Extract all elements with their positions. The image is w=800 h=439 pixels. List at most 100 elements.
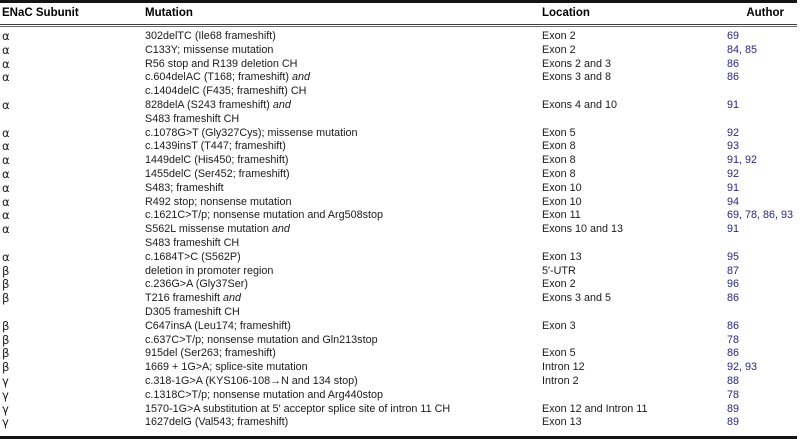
author-ref-cell: 95 <box>727 250 740 263</box>
table-row: α c.1621C>T/p; nonsense mutation and Arg5… <box>0 209 797 223</box>
mutation-cell: 1449delC (His450; frameshift) <box>145 154 542 168</box>
location-cell: Exon 5 <box>542 126 576 139</box>
table-row: α 302delTC (Ile68 frameshift) Exon 2 69 <box>0 29 797 44</box>
subunit-cell: β <box>2 277 10 292</box>
mutation-line: c.236G>A (Gly37Ser) <box>145 278 248 291</box>
table-row: γ 1570-1G>A substitution at 5′ acceptor s… <box>0 401 797 417</box>
location-cell: Exon 8 <box>542 167 576 180</box>
table-row: α 1449delC (His450; frameshift) Exon 8 91, … <box>0 153 797 168</box>
table-row: α c.1684T>C (S562P) Exon 13 95 <box>0 250 797 265</box>
subunit-cell: α <box>2 194 10 209</box>
location-cell: Exon 10 <box>542 181 582 194</box>
table-row: β 915del (Ser263; frameshift) Exon 5 86 <box>0 347 797 361</box>
mutation-line: 1627delG (Val543; frameshift) <box>145 416 289 429</box>
mutation-line: c.1078G>T (Gly327Cys); missense mutation <box>145 126 358 139</box>
table-row: α R492 stop; nonsense mutation Exon 10 94 <box>0 194 797 210</box>
location-cell: Exon 8 <box>542 154 576 167</box>
author-ref-cell: 94 <box>727 195 740 208</box>
mutation-cell: 1570-1G>A substitution at 5′ acceptor sp… <box>145 403 542 417</box>
subunit-cell: α <box>2 208 10 223</box>
location-cell: Exon 5 <box>542 347 576 360</box>
author-ref-cell: 84, 85 <box>727 43 758 56</box>
location-cell: Exon 12 and Intron 11 <box>542 402 648 415</box>
table-row: α S562L missense mutation and S483 framesh… <box>0 222 797 251</box>
mutation-line: c.637C>T/p; nonsense mutation and Gln213… <box>145 333 378 346</box>
subunit-cell: α <box>2 180 10 195</box>
mutation-line: R56 stop and R139 deletion CH <box>145 57 298 70</box>
location-cell: Exons 10 and 13 <box>542 223 624 236</box>
header-author: Author <box>746 7 784 19</box>
subunit-cell: γ <box>2 415 9 430</box>
author-ref-cell: 92, 93 <box>727 361 758 374</box>
location-cell: Exon 2 <box>542 30 576 42</box>
mutation-cell: T216 frameshift and D305 frameshift CH <box>145 292 542 320</box>
author-ref-cell: 93 <box>727 140 740 153</box>
subunit-cell: β <box>2 346 10 361</box>
subunit-cell: α <box>2 166 10 181</box>
mutation-line: 1669 + 1G>A; splice-site mutation <box>145 361 308 374</box>
mutation-line: c.1439insT (T447; frameshift) <box>145 140 286 153</box>
subunit-cell: α <box>2 97 10 112</box>
author-ref-cell: 91, 92 <box>727 154 758 167</box>
mutation-line: c.318-1G>A (KYS106-108→N and 134 stop) <box>145 374 358 387</box>
mutation-line: S483 frameshift CH <box>145 112 240 125</box>
subunit-cell: α <box>2 29 10 43</box>
author-ref-cell: 86 <box>727 347 740 360</box>
location-cell: Exons 3 and 5 <box>542 292 612 305</box>
mutation-cell: 1669 + 1G>A; splice-site mutation <box>145 361 542 375</box>
table-row: β 1669 + 1G>A; splice-site mutation Intron… <box>0 360 797 375</box>
table-row: γ c.318-1G>A (KYS106-108→N and 134 stop) I… <box>0 373 797 389</box>
subunit-cell: β <box>2 360 10 375</box>
mutation-cell: deletion in promoter region <box>145 265 542 279</box>
mutation-cell: 302delTC (Ile68 frameshift) <box>145 30 542 44</box>
mutation-cell: S562L missense mutation and S483 frameshi… <box>145 223 542 251</box>
mutation-cell: 1455delC (Ser452; frameshift) <box>145 168 542 182</box>
subunit-cell: γ <box>2 373 9 388</box>
mutation-line: 302delTC (Ile68 frameshift) <box>145 30 276 42</box>
mutation-line: c.1318C>T/p; nonsense mutation and Arg44… <box>145 388 383 401</box>
author-ref-cell: 96 <box>727 278 740 291</box>
mutation-cell: c.1439insT (T447; frameshift) <box>145 140 542 154</box>
subunit-cell: α <box>2 125 10 140</box>
table-row: α 1455delC (Ser452; frameshift) Exon 8 92 <box>0 166 797 182</box>
subunit-cell: β <box>2 291 10 306</box>
mutation-cell: R56 stop and R139 deletion CH <box>145 58 542 72</box>
mutation-line: 1455delC (Ser452; frameshift) <box>145 167 290 180</box>
author-ref-cell: 86 <box>727 57 740 70</box>
table-row: α S483; frameshift Exon 10 91 <box>0 180 797 196</box>
subunit-cell: γ <box>2 401 9 416</box>
mutation-cell: c.1078G>T (Gly327Cys); missense mutation <box>145 127 542 141</box>
table-row: β T216 frameshift and D305 frameshift CH Ex… <box>0 291 797 320</box>
table-row: α c.1078G>T (Gly327Cys); missense mutatio… <box>0 125 797 141</box>
subunit-cell: α <box>2 56 10 71</box>
author-ref-cell: 78 <box>727 333 740 346</box>
author-ref-cell: 86 <box>727 319 740 332</box>
location-cell: Exon 10 <box>542 195 582 208</box>
location-cell: Intron 12 <box>542 361 585 374</box>
header-mutation: Mutation <box>145 7 193 19</box>
author-ref-cell: 78 <box>727 388 740 401</box>
mutation-line: c.604delAC (T168; frameshift) and <box>145 71 311 84</box>
author-ref-cell: 92 <box>727 167 740 180</box>
table-row: α c.1439insT (T447; frameshift) Exon 8 93 <box>0 140 797 154</box>
author-ref-cell: 89 <box>727 416 740 429</box>
author-ref-cell: 88 <box>727 374 740 387</box>
mutation-line: 1449delC (His450; frameshift) <box>145 154 289 167</box>
table-header-rule <box>0 24 797 27</box>
location-cell: Exon 13 <box>542 250 582 263</box>
mutation-line: R492 stop; nonsense mutation <box>145 195 292 208</box>
author-ref-cell: 86 <box>727 292 740 305</box>
table-row: β c.637C>T/p; nonsense mutation and Gln21… <box>0 333 797 348</box>
location-cell: 5′-UTR <box>542 264 576 277</box>
mutation-cell: S483; frameshift <box>145 182 542 196</box>
table-top-rule <box>0 0 797 3</box>
mutation-line: S483 frameshift CH <box>145 236 240 249</box>
location-cell: Exon 8 <box>542 140 576 153</box>
mutation-line: 828delA (S243 frameshift) and <box>145 98 291 111</box>
subunit-cell: β <box>2 263 10 278</box>
subunit-cell: γ <box>2 387 9 402</box>
mutation-cell: c.236G>A (Gly37Ser) <box>145 278 542 292</box>
mutation-cell: c.1684T>C (S562P) <box>145 251 542 265</box>
mutation-line: S483; frameshift <box>145 181 224 194</box>
